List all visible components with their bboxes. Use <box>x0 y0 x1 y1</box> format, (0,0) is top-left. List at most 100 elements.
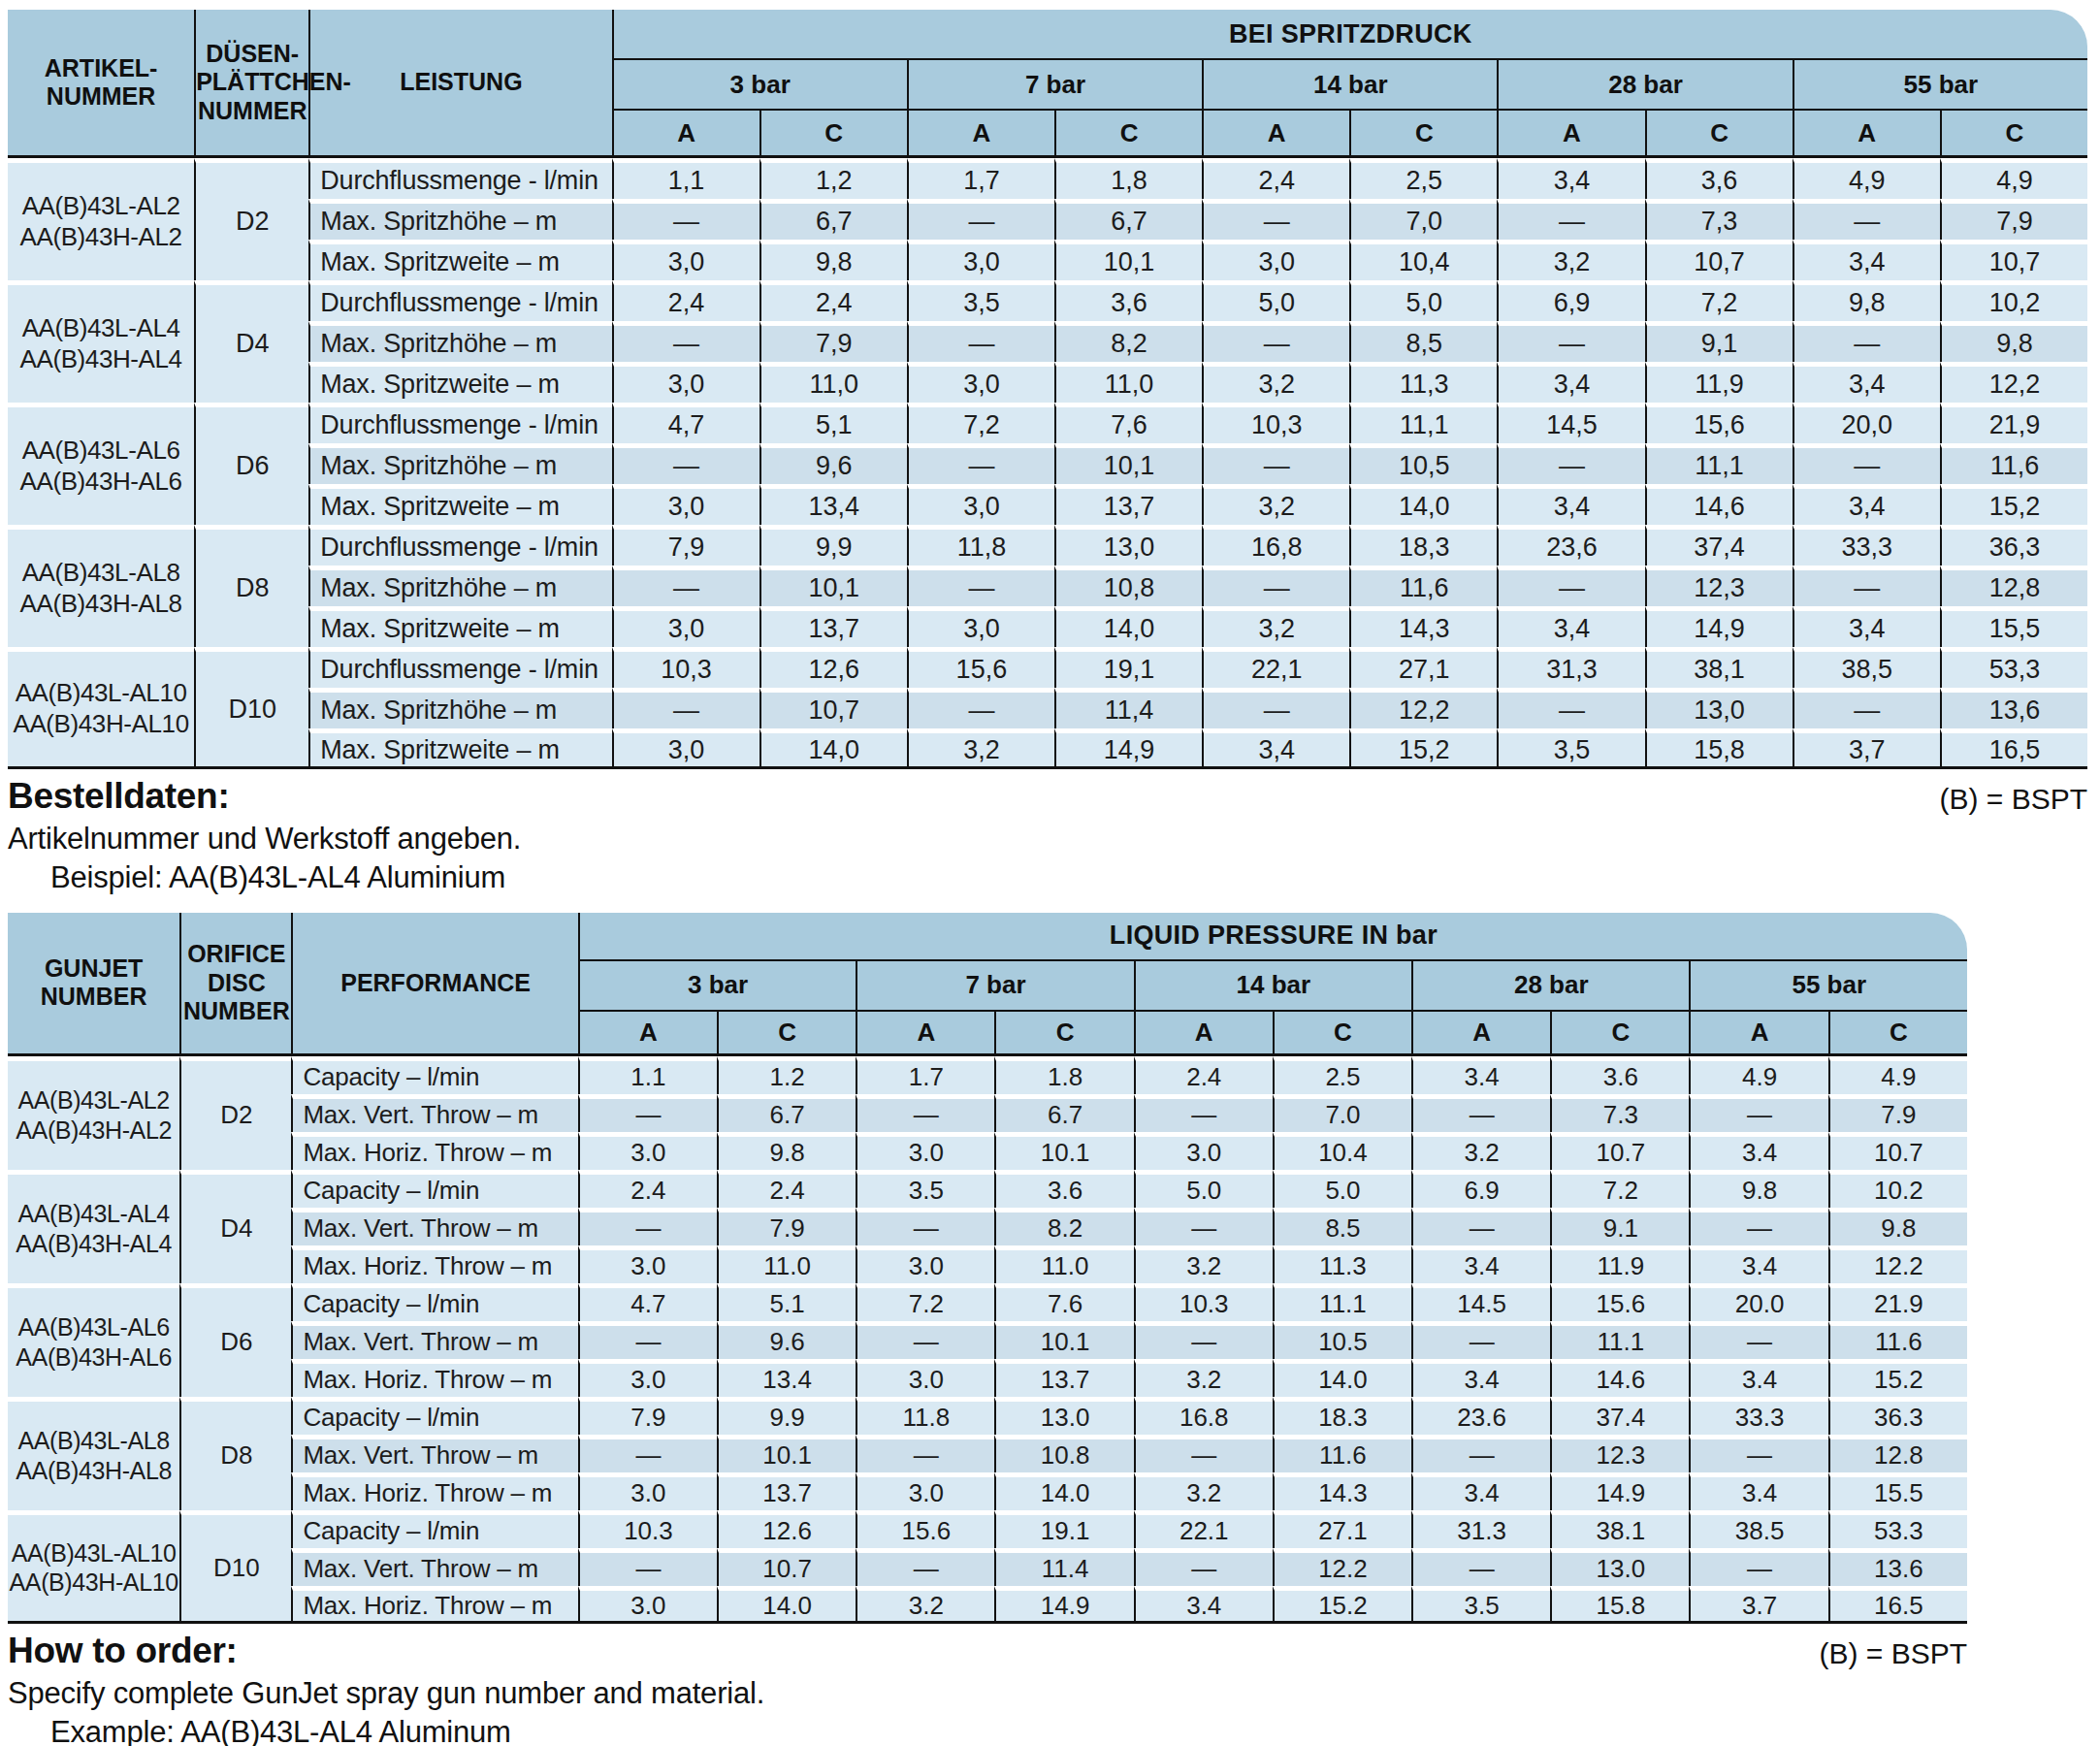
value-cell: — <box>1202 566 1349 606</box>
value-cell: 12.3 <box>1550 1435 1689 1472</box>
value-cell: 38.1 <box>1550 1510 1689 1548</box>
value-cell: 10.2 <box>1828 1170 1967 1208</box>
pressure-header-14-bar: 14 bar <box>1134 961 1411 1012</box>
value-cell: 14,6 <box>1645 484 1793 525</box>
pressure-header-7-bar: 7 bar <box>907 60 1202 111</box>
data-row: Max. Horiz. Throw – m3.013.73.014.03.214… <box>8 1472 1967 1510</box>
data-row: Max. Vert. Throw – m—10.1—10.8—11.6—12.3… <box>8 1435 1967 1472</box>
value-cell: 3.4 <box>1689 1245 1827 1283</box>
value-cell: 2,4 <box>1202 158 1349 199</box>
value-cell: 10,7 <box>759 688 907 728</box>
value-cell: 2.5 <box>1273 1056 1411 1094</box>
value-cell: — <box>856 1548 994 1586</box>
value-cell: 7,0 <box>1349 199 1497 240</box>
row-label-cell: Capacity – l/min <box>291 1397 577 1435</box>
data-row: AA(B)43L-AL8 AA(B)43H-AL8D8Capacity – l/… <box>8 1397 1967 1435</box>
value-cell: — <box>856 1435 994 1472</box>
value-cell: 2,4 <box>612 280 759 321</box>
value-cell: 10,1 <box>759 566 907 606</box>
pressure-header-28-bar: 28 bar <box>1497 60 1792 111</box>
german-footer: Bestelldaten: (B) = BSPT Artikelnummer u… <box>8 777 2087 895</box>
article-number-header: ARTIKEL- NUMMER <box>8 10 194 158</box>
english-spec-section: GUNJET NUMBER ORIFICE DISC NUMBER PERFOR… <box>8 913 1967 1746</box>
value-cell: 4.9 <box>1689 1056 1827 1094</box>
value-cell: 15,5 <box>1940 606 2087 647</box>
row-label-cell: Max. Horiz. Throw – m <box>291 1586 577 1624</box>
subcol-header-A: A <box>578 1012 717 1056</box>
value-cell: — <box>856 1321 994 1359</box>
disc-cell: D6 <box>194 403 308 525</box>
row-label-cell: Max. Spritzweite – m <box>308 362 611 403</box>
value-cell: 3,6 <box>1645 158 1793 199</box>
value-cell: 18,3 <box>1349 525 1497 566</box>
value-cell: 10.4 <box>1273 1132 1411 1170</box>
value-cell: 1.1 <box>578 1056 717 1094</box>
value-cell: 3,4 <box>1793 484 1940 525</box>
value-cell: 13.7 <box>717 1472 856 1510</box>
value-cell: 2.4 <box>717 1170 856 1208</box>
value-cell: 15.8 <box>1550 1586 1689 1624</box>
data-row: Max. Spritzhöhe – m—9,6—10,1—10,5—11,1—1… <box>8 443 2087 484</box>
value-cell: 1.8 <box>994 1056 1133 1094</box>
value-cell: — <box>612 688 759 728</box>
value-cell: 3,0 <box>612 362 759 403</box>
value-cell: 22,1 <box>1202 647 1349 688</box>
value-cell: 8.2 <box>994 1208 1133 1245</box>
value-cell: 21.9 <box>1828 1283 1967 1321</box>
bspt-note: (B) = BSPT <box>1939 783 2087 816</box>
value-cell: — <box>1497 688 1644 728</box>
value-cell: 14.9 <box>994 1586 1133 1624</box>
value-cell: 9.9 <box>717 1397 856 1435</box>
subcol-header-C: C <box>1550 1012 1689 1056</box>
table-body: AA(B)43L-AL2 AA(B)43H-AL2D2Durchflussmen… <box>8 158 2087 769</box>
value-cell: 6.7 <box>717 1094 856 1132</box>
value-cell: 31.3 <box>1411 1510 1550 1548</box>
value-cell: — <box>612 566 759 606</box>
value-cell: 11.9 <box>1550 1245 1689 1283</box>
value-cell: 3.4 <box>1411 1245 1550 1283</box>
value-cell: 11,4 <box>1054 688 1202 728</box>
value-cell: — <box>1411 1321 1550 1359</box>
value-cell: 9.6 <box>717 1321 856 1359</box>
value-cell: 3,2 <box>1497 240 1644 280</box>
value-cell: — <box>1134 1435 1273 1472</box>
value-cell: 16,5 <box>1940 728 2087 769</box>
value-cell: 6,7 <box>1054 199 1202 240</box>
value-cell: 10.1 <box>717 1435 856 1472</box>
value-cell: 11.8 <box>856 1397 994 1435</box>
value-cell: 3.0 <box>1134 1132 1273 1170</box>
row-label-cell: Max. Spritzhöhe – m <box>308 199 611 240</box>
value-cell: 9.8 <box>1689 1170 1827 1208</box>
value-cell: — <box>1689 1435 1827 1472</box>
value-cell: 3,2 <box>907 728 1054 769</box>
value-cell: 3,2 <box>1202 362 1349 403</box>
value-cell: 11,6 <box>1940 443 2087 484</box>
order-line-2: Example: AA(B)43L-AL4 Aluminum <box>50 1715 1967 1746</box>
value-cell: 5,1 <box>759 403 907 443</box>
value-cell: 3,0 <box>907 362 1054 403</box>
value-cell: 11.1 <box>1273 1283 1411 1321</box>
value-cell: 3,6 <box>1054 280 1202 321</box>
row-label-cell: Max. Vert. Throw – m <box>291 1094 577 1132</box>
table-body: AA(B)43L-AL2 AA(B)43H-AL2D2Capacity – l/… <box>8 1056 1967 1624</box>
value-cell: — <box>1793 566 1940 606</box>
value-cell: 7,9 <box>612 525 759 566</box>
value-cell: 9.1 <box>1550 1208 1689 1245</box>
value-cell: — <box>1793 199 1940 240</box>
row-label-cell: Max. Vert. Throw – m <box>291 1548 577 1586</box>
value-cell: 3,0 <box>612 240 759 280</box>
value-cell: — <box>1497 566 1644 606</box>
row-label-cell: Max. Spritzweite – m <box>308 606 611 647</box>
subcol-header-A: A <box>907 111 1054 158</box>
value-cell: 10,1 <box>1054 443 1202 484</box>
value-cell: 11.4 <box>994 1548 1133 1586</box>
value-cell: 4,9 <box>1940 158 2087 199</box>
value-cell: 3.2 <box>1134 1472 1273 1510</box>
value-cell: 15,2 <box>1349 728 1497 769</box>
value-cell: 3,4 <box>1497 362 1644 403</box>
value-cell: 11,3 <box>1349 362 1497 403</box>
value-cell: 11.0 <box>994 1245 1133 1283</box>
value-cell: 10,3 <box>612 647 759 688</box>
value-cell: 3,0 <box>612 728 759 769</box>
value-cell: 10,4 <box>1349 240 1497 280</box>
